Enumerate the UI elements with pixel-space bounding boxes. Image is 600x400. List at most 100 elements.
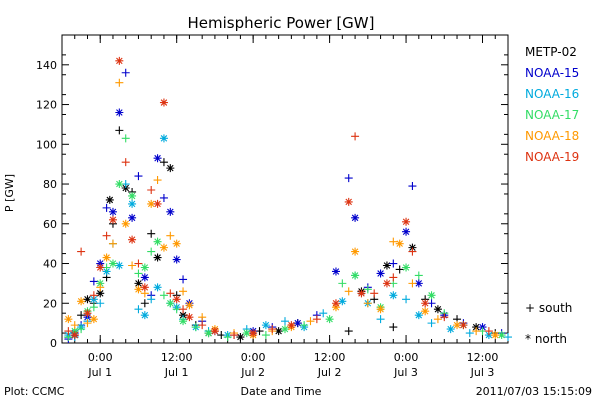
south-point — [64, 327, 73, 336]
north-point — [108, 215, 117, 224]
south-point — [134, 269, 143, 278]
south-point — [306, 317, 315, 326]
north-point — [83, 295, 92, 304]
south-point — [77, 325, 86, 334]
north-point — [446, 325, 455, 334]
north-point — [210, 327, 219, 336]
legend: METP-02 NOAA-15 NOAA-16 NOAA-17 NOAA-18 NOAA-… — [525, 45, 579, 164]
north-point — [261, 321, 270, 330]
y-tick-label: 60 — [43, 218, 57, 231]
north-point — [414, 311, 423, 320]
north-point — [172, 255, 181, 264]
north-point — [331, 267, 340, 276]
north-point — [115, 261, 124, 270]
south-point — [223, 333, 232, 342]
y-tick-label: 80 — [43, 178, 57, 191]
north-point — [414, 279, 423, 288]
south-point — [179, 287, 188, 296]
north-point — [249, 329, 258, 338]
north-point — [159, 134, 168, 143]
south-point — [344, 327, 353, 336]
north-point — [115, 56, 124, 65]
north-point — [351, 271, 360, 280]
north-point — [166, 207, 175, 216]
north-point — [344, 197, 353, 206]
south-point — [484, 327, 493, 336]
north-point — [287, 321, 296, 330]
south-point — [121, 134, 130, 143]
south-point — [408, 279, 417, 288]
x-tick-time-label: 12:00 — [161, 351, 193, 364]
south-point — [121, 158, 130, 167]
south-point — [89, 303, 98, 312]
south-point — [427, 319, 436, 328]
north-point — [105, 195, 114, 204]
north-point — [153, 199, 162, 208]
north-point — [293, 319, 302, 328]
north-point — [281, 325, 289, 334]
south-point — [96, 283, 105, 292]
y-tick-label: 140 — [36, 59, 57, 72]
north-point — [108, 259, 117, 268]
south-point — [166, 231, 175, 240]
north-point — [159, 243, 168, 252]
south-point — [472, 327, 481, 336]
y-tick-label: 20 — [43, 297, 57, 310]
north-point — [376, 305, 385, 314]
legend-entry-noaa-18: NOAA-18 — [525, 129, 579, 143]
north-point — [153, 283, 162, 292]
south-point — [147, 229, 156, 238]
south-point — [134, 259, 143, 268]
marker-legend: + south * north — [525, 301, 572, 346]
north-point — [204, 329, 213, 338]
south-point — [147, 247, 156, 256]
north-point — [351, 247, 360, 256]
north-point — [402, 227, 411, 236]
south-point — [376, 315, 385, 324]
north-point — [395, 239, 404, 248]
x-tick-date-label: Jul 2 — [240, 366, 265, 379]
south-point — [198, 321, 207, 330]
south-point — [344, 287, 353, 296]
north-point — [389, 291, 398, 300]
y-tick-label: 0 — [50, 337, 57, 350]
south-point — [351, 132, 360, 141]
south-point — [261, 331, 270, 340]
south-point — [191, 323, 200, 332]
north-point — [433, 305, 442, 314]
south-point — [179, 275, 188, 284]
north-point — [96, 289, 105, 298]
north-point — [153, 237, 162, 246]
north-point — [166, 299, 175, 308]
legend-entry-noaa-16: NOAA-16 — [525, 87, 579, 101]
south-point — [408, 247, 417, 256]
north-point — [83, 309, 92, 318]
south-point — [465, 329, 474, 338]
y-axis-label: P [GW] — [3, 174, 16, 212]
north-point — [491, 331, 500, 340]
north-point — [115, 108, 124, 117]
north-point — [115, 180, 124, 189]
south-point — [147, 185, 156, 194]
y-axis: 0 20 40 60 80 100 120 140 — [36, 54, 508, 350]
x-axis-label: Date and Time — [241, 385, 322, 398]
north-point — [128, 191, 137, 200]
north-point — [96, 263, 105, 272]
x-tick-date-label: Jul 2 — [317, 366, 342, 379]
south-point — [408, 182, 417, 191]
south-point — [230, 331, 239, 340]
north-point — [357, 289, 366, 298]
north-point — [140, 283, 149, 292]
south-point — [102, 203, 111, 212]
north-point — [153, 253, 162, 262]
north-point — [172, 295, 181, 304]
north-point — [421, 299, 430, 308]
north-point — [134, 285, 143, 294]
south-point — [370, 289, 379, 298]
marker-legend-south: + south — [525, 301, 572, 315]
north-point — [185, 313, 194, 322]
x-tick-date-label: Jul 1 — [164, 366, 189, 379]
north-point — [402, 217, 411, 226]
north-point — [331, 299, 340, 308]
south-point — [402, 295, 411, 304]
